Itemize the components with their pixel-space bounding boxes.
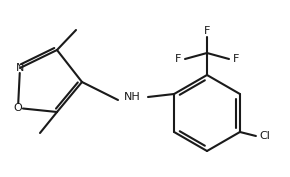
Text: F: F [204, 26, 210, 36]
Text: N: N [16, 63, 24, 73]
Text: NH: NH [124, 92, 140, 102]
Text: F: F [175, 54, 181, 64]
Text: Cl: Cl [260, 131, 270, 141]
Text: F: F [233, 54, 239, 64]
Text: O: O [14, 103, 22, 113]
